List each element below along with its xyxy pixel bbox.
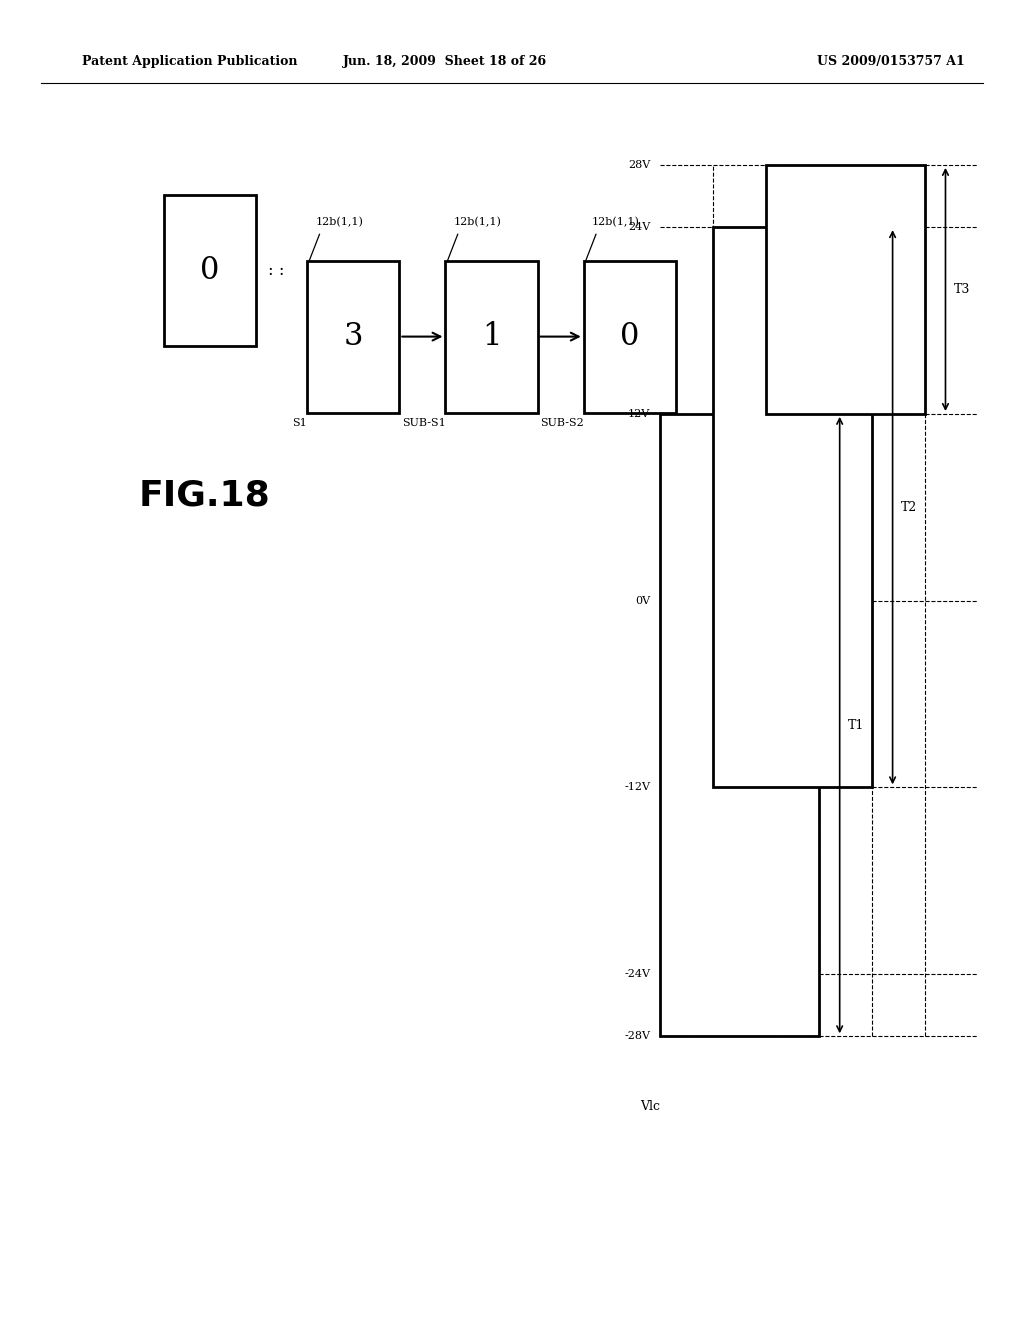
Text: SUB-S1: SUB-S1: [401, 417, 445, 428]
Text: 28V: 28V: [628, 160, 650, 170]
Text: T1: T1: [848, 718, 864, 731]
Bar: [584, 261, 676, 412]
Text: 0: 0: [201, 255, 219, 286]
Text: S1: S1: [293, 417, 307, 428]
Text: 12b(1,1): 12b(1,1): [454, 218, 502, 227]
Text: T2: T2: [901, 500, 918, 513]
Bar: [660, 414, 819, 1036]
Text: -28V: -28V: [625, 1031, 650, 1041]
Text: 0: 0: [621, 321, 639, 352]
Text: T3: T3: [953, 282, 970, 296]
Bar: [766, 165, 925, 414]
Text: : :: : :: [268, 263, 285, 279]
Text: FIG.18: FIG.18: [138, 478, 270, 512]
Text: SUB-S2: SUB-S2: [540, 417, 584, 428]
Bar: [164, 194, 256, 346]
Text: 12V: 12V: [628, 409, 650, 418]
Text: 1: 1: [481, 321, 502, 352]
Text: 3: 3: [343, 321, 364, 352]
Text: -12V: -12V: [625, 783, 650, 792]
Text: Patent Application Publication: Patent Application Publication: [82, 55, 297, 69]
Bar: [445, 261, 538, 412]
Text: Jun. 18, 2009  Sheet 18 of 26: Jun. 18, 2009 Sheet 18 of 26: [343, 55, 548, 69]
Bar: [307, 261, 399, 412]
Text: Vlc: Vlc: [640, 1100, 660, 1113]
Text: 0V: 0V: [635, 595, 650, 606]
Text: 12b(1,1): 12b(1,1): [592, 218, 640, 227]
Text: 12b(1,1): 12b(1,1): [315, 218, 364, 227]
Text: US 2009/0153757 A1: US 2009/0153757 A1: [817, 55, 965, 69]
Text: 24V: 24V: [628, 222, 650, 232]
Bar: [714, 227, 872, 787]
Text: -24V: -24V: [625, 969, 650, 979]
